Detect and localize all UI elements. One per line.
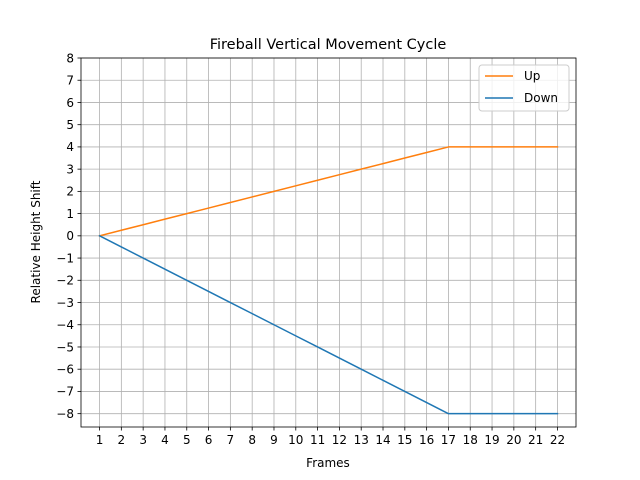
x-tick-label: 16	[419, 433, 434, 447]
x-tick-label: 12	[332, 433, 347, 447]
plot-frame	[80, 57, 577, 428]
x-tick-label: 11	[310, 433, 325, 447]
y-tick-label: −5	[56, 340, 74, 354]
y-tick-label: 7	[66, 74, 74, 88]
grid	[81, 57, 576, 427]
x-tick-label: 17	[441, 433, 456, 447]
y-tick-label: −3	[56, 296, 74, 310]
chart-title: Fireball Vertical Movement Cycle	[210, 37, 447, 53]
series-line-down	[98, 234, 559, 415]
legend-label-down: Down	[524, 91, 558, 105]
x-tick-label: 4	[161, 433, 169, 447]
x-axis-label: Frames	[306, 456, 350, 470]
y-tick-label: 1	[66, 207, 74, 221]
x-tick-label: 22	[550, 433, 565, 447]
y-tick-label: 8	[66, 51, 74, 65]
y-tick-label: −2	[56, 274, 74, 288]
y-tick-label: −6	[56, 363, 74, 377]
x-tick-label: 1	[96, 433, 104, 447]
series-lines	[98, 146, 559, 415]
x-tick-label: 19	[484, 433, 499, 447]
y-tick-label: 6	[66, 96, 74, 110]
legend: Up Down	[478, 64, 570, 112]
y-tick-label: −8	[56, 407, 74, 421]
y-tick-label: 2	[66, 185, 74, 199]
y-axis-ticks: −8 −7 −6 −5 −4 −3 −2 −1 0 1 2 3 4 5 6 7 8	[56, 51, 81, 421]
y-tick-label: −7	[56, 385, 74, 399]
y-axis-label: Relative Height Shift	[29, 180, 43, 303]
x-tick-label: 14	[375, 433, 390, 447]
x-tick-label: 9	[270, 433, 278, 447]
x-tick-label: 6	[205, 433, 213, 447]
x-tick-label: 10	[288, 433, 303, 447]
y-tick-label: 3	[66, 162, 74, 176]
x-tick-label: 15	[397, 433, 412, 447]
x-tick-label: 5	[183, 433, 191, 447]
series-line-up	[98, 146, 559, 237]
x-tick-label: 8	[248, 433, 256, 447]
x-axis-ticks: 1 2 3 4 5 6 7 8 9 10 11 12 13 14 15 16 17 18 19 20 21 22	[96, 427, 565, 447]
x-tick-label: 21	[528, 433, 543, 447]
x-tick-label: 18	[463, 433, 478, 447]
y-tick-label: 4	[66, 140, 74, 154]
x-tick-label: 2	[118, 433, 126, 447]
x-tick-label: 20	[506, 433, 521, 447]
y-tick-label: 0	[66, 229, 74, 243]
y-tick-label: 5	[66, 118, 74, 132]
y-tick-label: −4	[56, 318, 74, 332]
x-tick-label: 13	[354, 433, 369, 447]
y-tick-label: −1	[56, 251, 74, 265]
x-tick-label: 7	[227, 433, 235, 447]
legend-label-up: Up	[524, 69, 540, 83]
x-tick-label: 3	[139, 433, 147, 447]
